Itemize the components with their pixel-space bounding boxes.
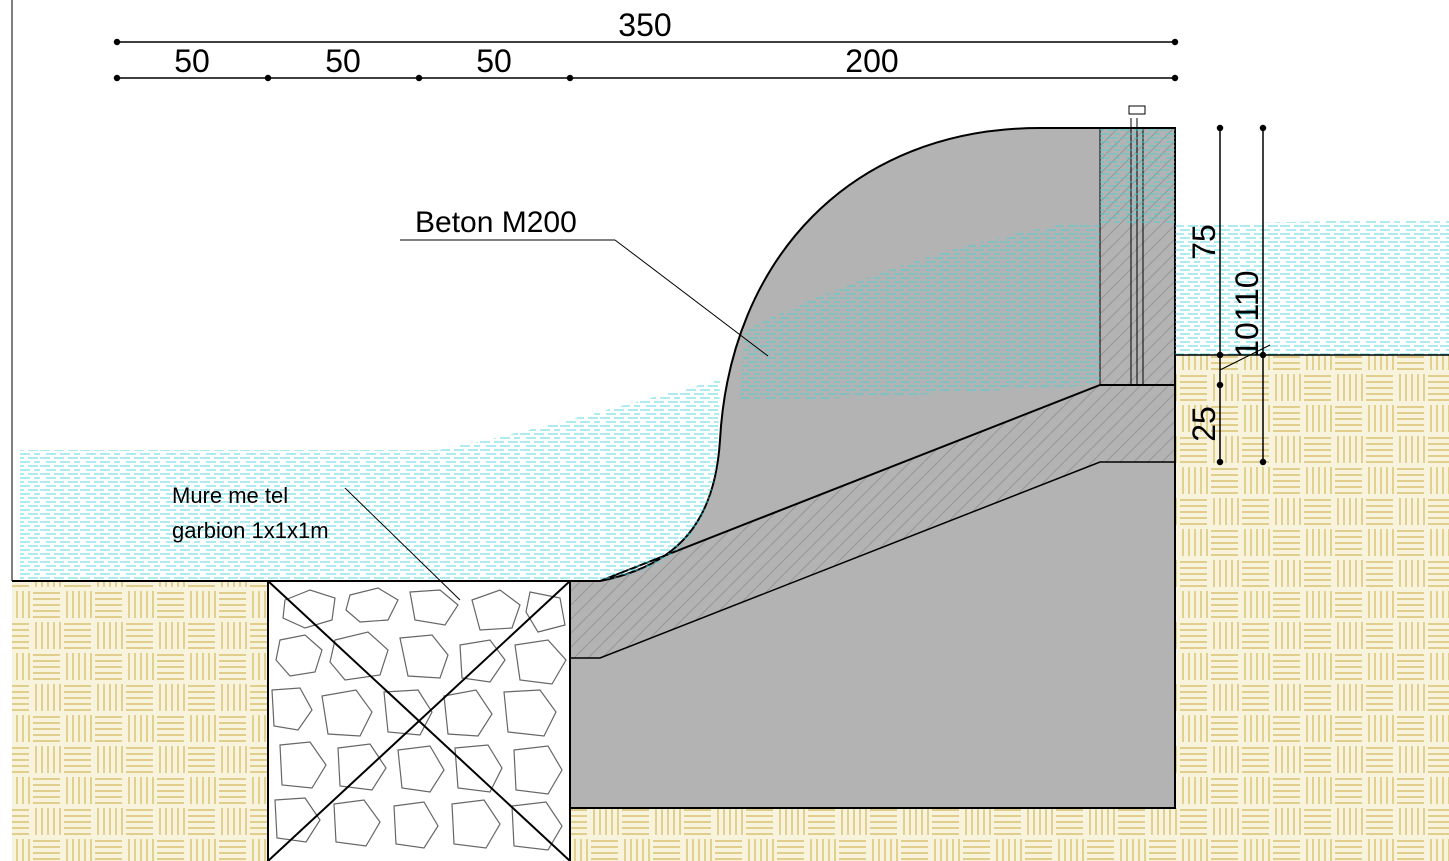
apron-bottom-line [570, 461, 1175, 659]
concrete-label-leader [614, 239, 769, 357]
dim-top-total: 350 [618, 7, 671, 43]
water-right [740, 128, 1449, 400]
gauge-marker-icon [1128, 105, 1146, 115]
gabion-label-line1: Mure me tel [172, 483, 288, 508]
concrete-label: Beton M200 [415, 206, 577, 239]
dim-right-25: 25 [1186, 406, 1222, 442]
dim-top-seg-3: 50 [476, 43, 512, 79]
gabion-label-line2: garbion 1x1x1m [172, 518, 329, 543]
gabion-block [267, 580, 571, 861]
dim-right-110: 110 [1229, 270, 1265, 321]
dim-top-seg-2: 50 [325, 43, 361, 79]
gabion-label-leader [344, 487, 461, 601]
right-dimensions [1216, 124, 1271, 466]
dim-right-10: 10 [1229, 322, 1265, 358]
water-left [20, 380, 720, 581]
dim-right-75: 75 [1186, 224, 1222, 260]
dim-top-seg-4: 200 [845, 43, 898, 79]
concrete-apron-hatch [570, 385, 1175, 658]
top-dimensions [113, 38, 1179, 82]
soil-left [12, 581, 268, 861]
dim-top-seg-1: 50 [174, 43, 210, 79]
